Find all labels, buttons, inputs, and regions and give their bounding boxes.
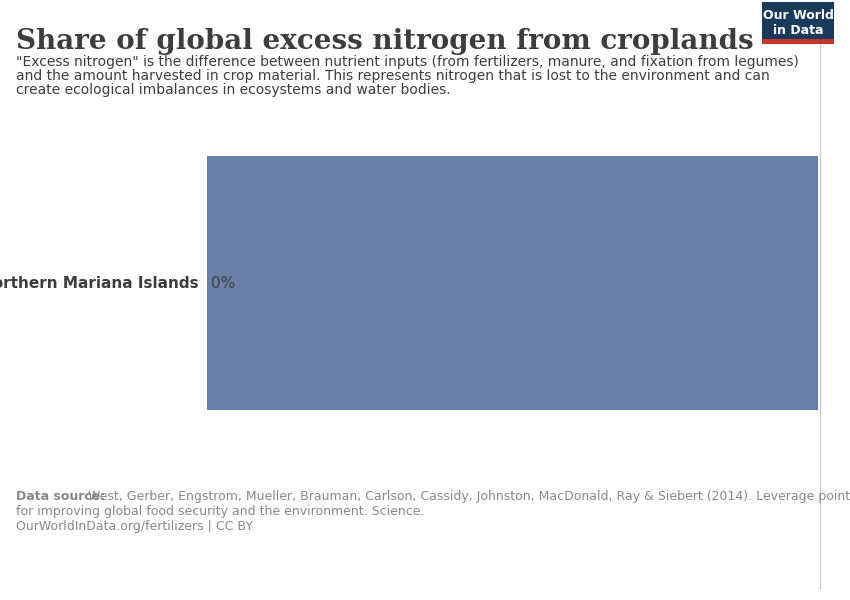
Text: Northern Mariana Islands: Northern Mariana Islands	[0, 275, 199, 290]
Text: West, Gerber, Engstrom, Mueller, Brauman, Carlson, Cassidy, Johnston, MacDonald,: West, Gerber, Engstrom, Mueller, Brauman…	[84, 490, 850, 503]
Bar	[207, 156, 818, 410]
Text: in Data: in Data	[773, 23, 824, 37]
Text: create ecological imbalances in ecosystems and water bodies.: create ecological imbalances in ecosyste…	[16, 83, 450, 97]
Text: Share of global excess nitrogen from croplands: Share of global excess nitrogen from cro…	[16, 28, 754, 55]
Text: Data source:: Data source:	[16, 490, 105, 503]
Bar	[762, 39, 834, 44]
Text: Our World: Our World	[762, 10, 834, 22]
Text: and the amount harvested in crop material. This represents nitrogen that is lost: and the amount harvested in crop materia…	[16, 69, 770, 83]
Bar	[762, 2, 834, 44]
Text: OurWorldInData.org/fertilizers | CC BY: OurWorldInData.org/fertilizers | CC BY	[16, 520, 253, 533]
Text: "Excess nitrogen" is the difference between nutrient inputs (from fertilizers, m: "Excess nitrogen" is the difference betw…	[16, 55, 799, 69]
Text: 0%: 0%	[211, 275, 235, 290]
Text: for improving global food security and the environment. Science.: for improving global food security and t…	[16, 505, 424, 518]
